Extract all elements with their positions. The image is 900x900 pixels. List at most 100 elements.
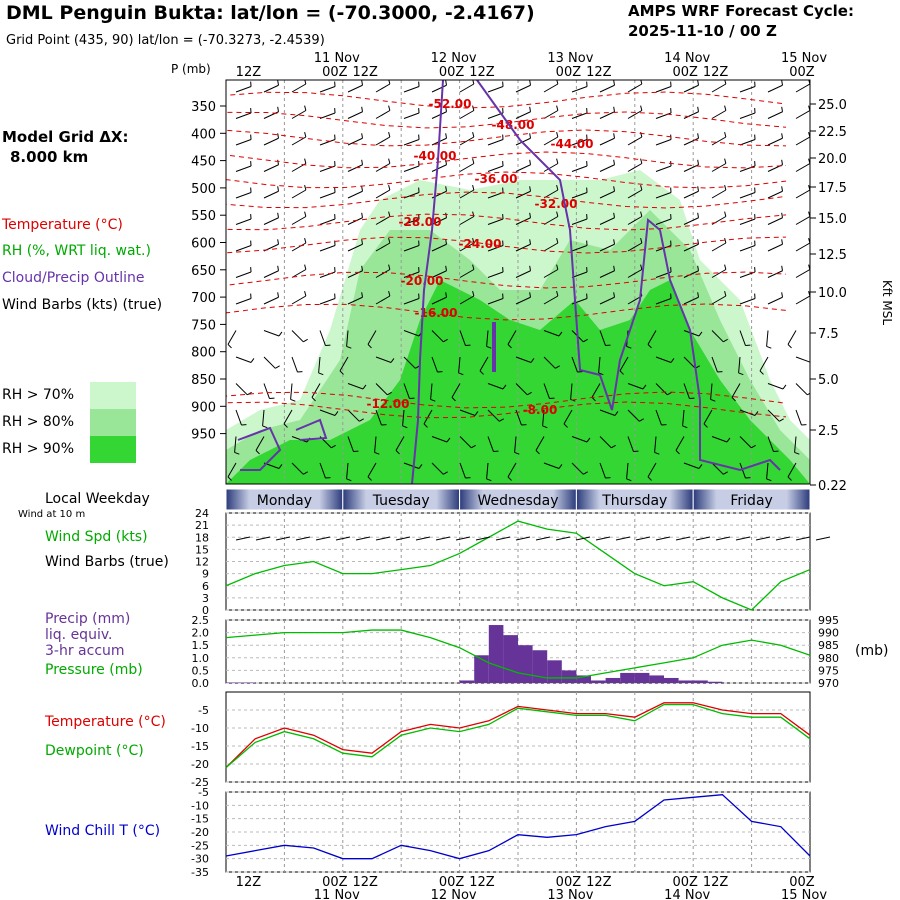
wind-barb	[619, 356, 629, 372]
pressure-axis: 350 400 450 500 550 600 650 700 750 800 850 900 950	[191, 100, 226, 443]
wind-barb-feather	[675, 450, 680, 455]
surface-wind-barb	[415, 536, 431, 541]
wind-barb	[655, 86, 672, 93]
wind-barb-feather	[781, 239, 783, 245]
pressure-tick-label: 700	[191, 291, 216, 306]
panel-tick-label: 9	[202, 568, 209, 581]
wind-barb-feather	[626, 345, 632, 349]
wind-barb	[255, 436, 265, 451]
wind-barb	[431, 436, 448, 443]
wind-barb-feather	[558, 464, 563, 469]
wind-barb	[767, 243, 783, 252]
precip-bar	[503, 635, 518, 683]
wind-barb	[487, 218, 504, 225]
legend-cloud: Cloud/Precip Outline	[2, 270, 145, 286]
wind-barb	[291, 83, 307, 93]
wind-barb-feather	[388, 291, 391, 297]
wind-barb	[599, 409, 616, 416]
wind-barb	[235, 165, 252, 172]
wind-barb	[647, 462, 657, 478]
wind-barb-feather	[724, 132, 727, 138]
wind-barb	[655, 139, 672, 146]
wind-barb	[403, 112, 420, 119]
panel-tick-label: -10	[191, 799, 209, 812]
precip-bar	[649, 675, 664, 683]
panel-tick-label: 18	[195, 531, 209, 544]
wind-barb	[543, 269, 559, 278]
wind-barb	[319, 139, 336, 146]
wind-barb-feather	[724, 291, 727, 297]
wind-barb	[403, 356, 416, 369]
wind-barb-feather	[388, 264, 391, 270]
temperature-contour	[226, 271, 787, 289]
wind-barb-feather	[529, 212, 531, 218]
wind-barb	[367, 462, 377, 478]
wind-barb-feather	[654, 451, 660, 455]
wind-barb-feather	[529, 106, 531, 112]
wind-barb-feather	[277, 265, 279, 271]
wind-barb-feather	[346, 478, 352, 482]
precip-bar	[620, 672, 635, 683]
wind-barb-feather	[781, 133, 783, 139]
wind-barb	[347, 436, 354, 452]
wind-barb	[711, 330, 724, 343]
wind-barb	[766, 330, 769, 347]
wind-barb-feather	[423, 423, 428, 428]
wind-barb	[263, 137, 279, 146]
wind-barb-feather	[445, 265, 447, 271]
wind-barb-feather	[640, 105, 643, 111]
wind-barb-feather	[640, 185, 643, 191]
wind-barb	[431, 164, 447, 172]
wind-barb-feather	[640, 264, 643, 270]
wind-barb	[711, 462, 724, 475]
wind-barb	[795, 242, 810, 252]
wind-barb	[627, 409, 640, 422]
wind-barb-feather	[339, 370, 344, 375]
wind-barb	[795, 383, 808, 396]
wind-barb-feather	[556, 105, 559, 111]
wind-barb	[599, 164, 615, 172]
wind-barb-feather	[361, 80, 363, 86]
surface-wind-barb	[335, 536, 351, 541]
wind-barb	[543, 356, 556, 369]
wind-barb-feather	[277, 239, 279, 245]
temperature-contour-label: -12.00	[367, 397, 410, 411]
pressure-label: Pressure (mb)	[45, 662, 143, 678]
wind-barb	[402, 409, 405, 426]
wind-barb-feather	[613, 186, 615, 192]
wind-barb	[235, 86, 252, 93]
wind-barb	[395, 436, 405, 451]
wind-barb-feather	[304, 105, 307, 111]
wind-barb	[627, 436, 634, 452]
wind-barb-feather	[807, 392, 810, 396]
top-date-label: 11 Nov	[314, 51, 360, 66]
wind-barb-feather	[613, 159, 615, 165]
wind-barb	[571, 112, 588, 119]
wind-barb	[627, 269, 643, 278]
wind-barb-feather	[724, 80, 727, 85]
wind-barb-feather	[318, 372, 324, 376]
wind-barb	[627, 163, 643, 172]
wind-barb	[767, 270, 783, 278]
temperature-label: Temperature (°C)	[45, 714, 166, 730]
wind-barb	[367, 330, 377, 345]
wind-barb	[711, 189, 727, 199]
wind-barb	[515, 190, 531, 199]
wind-barb-feather	[647, 476, 652, 481]
wind-barb	[375, 242, 391, 252]
panel-tick-label: 12	[195, 556, 209, 569]
wind-barb-feather	[303, 471, 308, 475]
wind-barb-feather	[388, 105, 391, 111]
legend-rh90-label: RH > 90%	[2, 441, 75, 457]
wind-barb	[263, 356, 276, 369]
wind-barb	[515, 383, 528, 396]
wind-barb-feather	[723, 338, 728, 343]
wind-barb	[543, 295, 559, 305]
panel-tick-label: 24	[195, 507, 209, 520]
panel-tick-label: -20	[191, 826, 209, 839]
weekday-bar: Monday Tuesday Wednesday Thursday Friday	[225, 488, 811, 511]
precip-bar	[474, 655, 489, 683]
surface-wind-barb	[315, 536, 331, 541]
wind-barb	[431, 296, 447, 305]
